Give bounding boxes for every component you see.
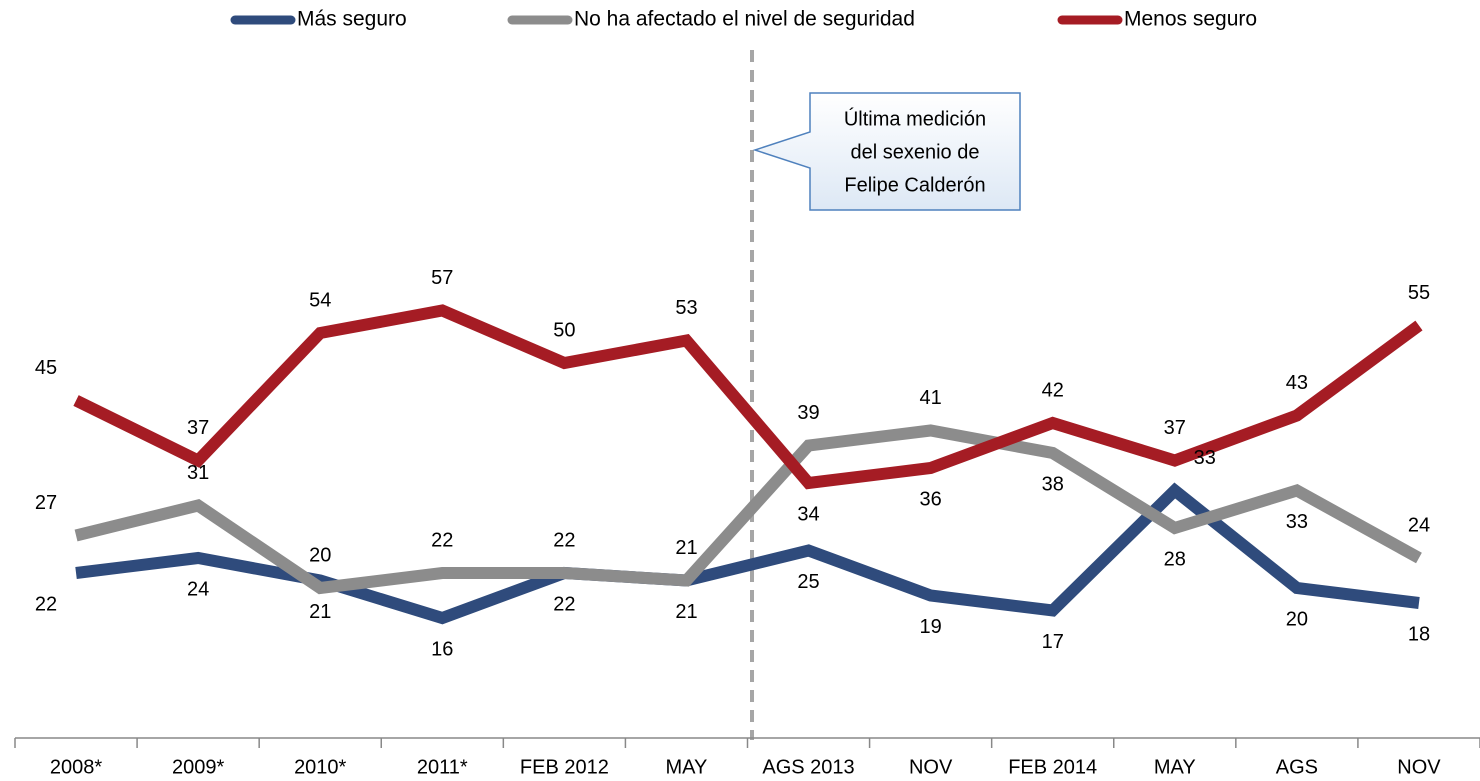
data-label: 22: [553, 529, 575, 551]
data-label: 50: [553, 319, 575, 341]
callout-text: Última medición: [844, 107, 986, 130]
legend-label: Menos seguro: [1124, 8, 1257, 31]
legend-label: Más seguro: [297, 8, 407, 31]
x-tick-label: 2010*: [294, 756, 346, 778]
legend-label: No ha afectado el nivel de seguridad: [574, 8, 915, 31]
data-label: 33: [1286, 511, 1308, 533]
x-tick-label: AGS 2013: [762, 756, 854, 778]
callout-text: Felipe Calderón: [844, 174, 985, 196]
callout-box: [752, 92, 1021, 211]
data-label: 54: [309, 289, 331, 311]
series-line: [74, 424, 1422, 595]
x-tick-label: FEB 2012: [520, 756, 609, 778]
data-label: 17: [1042, 631, 1064, 653]
data-label: 25: [797, 571, 819, 593]
data-label: 37: [187, 417, 209, 439]
x-tick-label: FEB 2014: [1008, 756, 1097, 778]
data-label: 18: [1408, 623, 1430, 645]
data-label: 20: [1286, 608, 1308, 630]
data-label: 37: [1164, 417, 1186, 439]
data-label: 21: [675, 537, 697, 559]
x-tick-label: 2008*: [50, 756, 102, 778]
series-line: [73, 304, 1423, 490]
data-label: 55: [1408, 282, 1430, 304]
x-tick-label: MAY: [1154, 756, 1196, 778]
data-label: 43: [1286, 372, 1308, 394]
data-label: 42: [1042, 379, 1064, 401]
x-tick-label: MAY: [666, 756, 708, 778]
data-label: 41: [920, 387, 942, 409]
x-tick-label: 2009*: [172, 756, 224, 778]
data-label: 19: [920, 616, 942, 638]
data-label: 16: [431, 638, 453, 660]
x-tick-label: 2011*: [417, 756, 468, 778]
data-label: 31: [187, 462, 209, 484]
data-label: 45: [35, 357, 57, 379]
data-label: 33: [1194, 447, 1216, 469]
data-label: 57: [431, 267, 453, 289]
data-label: 27: [35, 492, 57, 514]
data-label: 39: [797, 402, 819, 424]
data-label: 36: [920, 488, 942, 510]
data-label: 34: [797, 503, 819, 525]
data-label: 22: [553, 593, 575, 615]
data-label: 53: [675, 297, 697, 319]
data-label: 24: [187, 578, 209, 600]
data-label: 38: [1042, 473, 1064, 495]
data-label: 21: [309, 601, 331, 623]
data-label: 28: [1164, 548, 1186, 570]
x-tick-label: NOV: [1397, 756, 1441, 778]
data-label: 22: [431, 529, 453, 551]
x-tick-label: NOV: [909, 756, 953, 778]
callout-text: del sexenio de: [851, 141, 980, 163]
x-tick-label: AGS: [1276, 756, 1318, 778]
data-label: 21: [675, 601, 697, 623]
data-label: 20: [309, 544, 331, 566]
data-label: 24: [1408, 514, 1430, 536]
data-label: 22: [35, 593, 57, 615]
